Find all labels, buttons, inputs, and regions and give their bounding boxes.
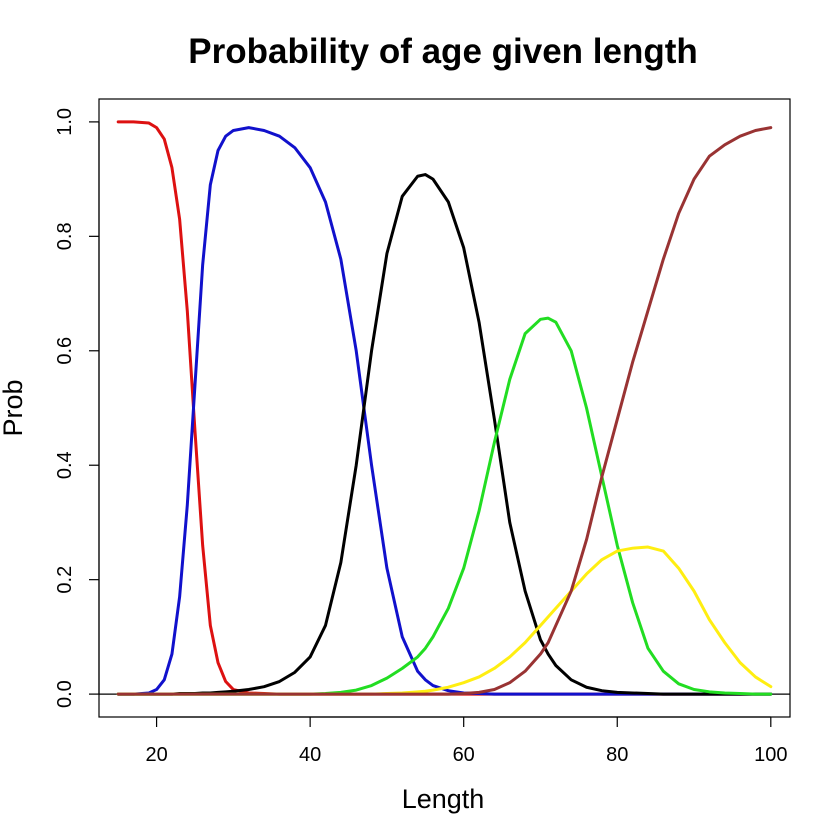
y-tick-label: 0.6 (54, 337, 76, 365)
x-axis-label: Length (402, 784, 485, 814)
series-line-1 (116, 120, 773, 696)
y-tick-label: 0.2 (54, 566, 76, 594)
y-axis-label: Prob (0, 379, 28, 436)
y-tick-label: 1.0 (54, 108, 76, 136)
x-tick-label: 80 (606, 744, 628, 766)
series-line-5 (116, 545, 773, 696)
plot-frame (98, 98, 791, 718)
x-tick-label: 20 (145, 744, 167, 766)
y-axis: 0.0 0.2 0.4 0.6 0.8 1.0 (54, 108, 100, 708)
series-line-2 (116, 126, 773, 696)
plot-content (99, 120, 790, 696)
x-tick-label: 60 (453, 744, 475, 766)
x-tick-label: 40 (299, 744, 321, 766)
series-line-4 (116, 316, 773, 696)
y-tick-label: 0.4 (54, 451, 76, 479)
y-tick-label: 0.0 (54, 680, 76, 708)
chart-title: Probability of age given length (188, 32, 698, 71)
series-line-6 (116, 126, 773, 696)
y-tick-label: 0.8 (54, 222, 76, 250)
x-tick-label: 100 (754, 744, 787, 766)
x-axis: 20 40 60 80 100 (145, 716, 787, 766)
